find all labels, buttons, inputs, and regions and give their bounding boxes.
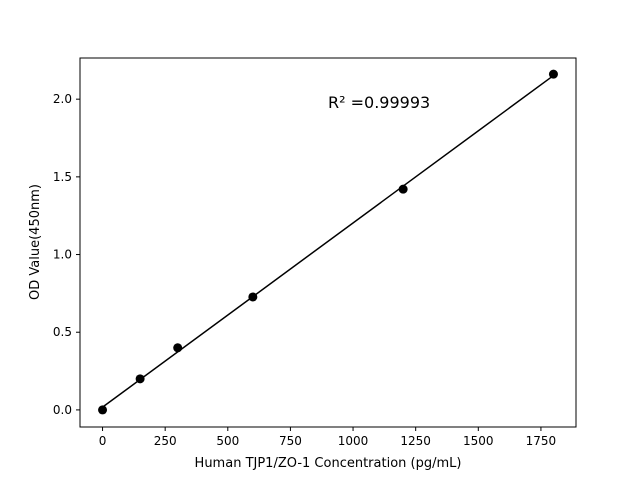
x-tick-label: 1000	[338, 434, 369, 448]
y-tick-label: 0.5	[53, 325, 72, 339]
y-tick-label: 0.0	[53, 403, 72, 417]
data-point	[398, 184, 408, 194]
y-axis-label: OD Value(450nm)	[28, 184, 43, 300]
r-squared-annotation: R² =0.99993	[328, 93, 430, 112]
x-tick-label: 1750	[526, 434, 557, 448]
data-point	[98, 405, 108, 415]
x-tick-label: 250	[154, 434, 177, 448]
y-tick-label: 1.5	[53, 170, 72, 184]
x-axis-label: Human TJP1/ZO-1 Concentration (pg/mL)	[195, 456, 462, 471]
x-tick-label: 500	[216, 434, 239, 448]
y-tick-label: 1.0	[53, 248, 72, 262]
x-tick-label: 1500	[463, 434, 494, 448]
data-point	[173, 343, 183, 353]
data-point	[248, 292, 258, 302]
x-tick-label: 1250	[400, 434, 431, 448]
x-tick-label: 0	[99, 434, 107, 448]
y-tick-label: 2.0	[53, 92, 72, 106]
x-tick-label: 750	[279, 434, 302, 448]
data-point	[135, 374, 145, 384]
data-point	[548, 69, 558, 79]
